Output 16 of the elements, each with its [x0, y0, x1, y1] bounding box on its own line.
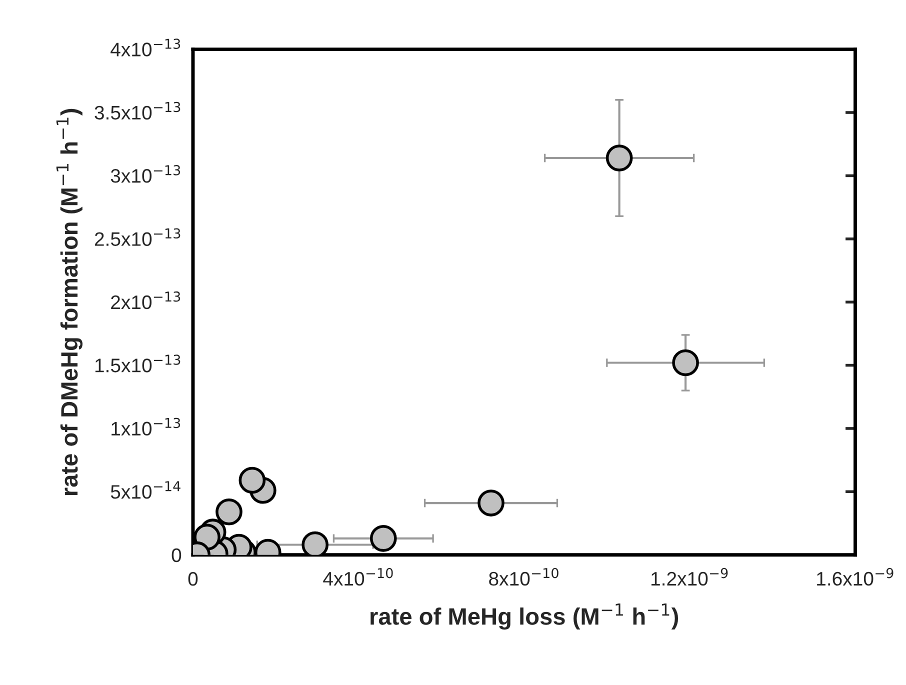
y-tick-label: 4x10$^{−13}$ — [110, 38, 180, 56]
y-tick-label: 5x10$^{−14}$ — [110, 481, 180, 499]
x-tick-label: 1.6x10$^{−9}$ — [817, 568, 894, 586]
y-tick-label: 1.5x10$^{−13}$ — [95, 354, 180, 372]
x-tick-label: 8x10$^{−10}$ — [489, 568, 558, 586]
y-tick-label: 1x10$^{−13}$ — [112, 418, 180, 436]
x-tick-label: 1.2x10$^{−9}$ — [652, 568, 728, 586]
x-tick-label: 0 — [188, 572, 198, 586]
y-tick-label: 3x10$^{−13}$ — [110, 165, 180, 183]
y-tick-label: 2x10$^{−13}$ — [111, 291, 180, 310]
y-tick-label: 2.5x10$^{−13}$ — [94, 228, 180, 246]
x-tick-label: 4x10$^{−10}$ — [323, 568, 393, 586]
x-axis-title: rate of MeHg loss (M$^{−1}$ h$^{−1}$) — [370, 604, 678, 630]
y-axis-title: rate of DMeHg formation (M$^{−1}$ h$^{−1}$) — [56, 108, 83, 496]
y-tick-label: 3.5x10$^{−13}$ — [94, 102, 180, 120]
y-tick-label: 0 — [172, 548, 182, 562]
